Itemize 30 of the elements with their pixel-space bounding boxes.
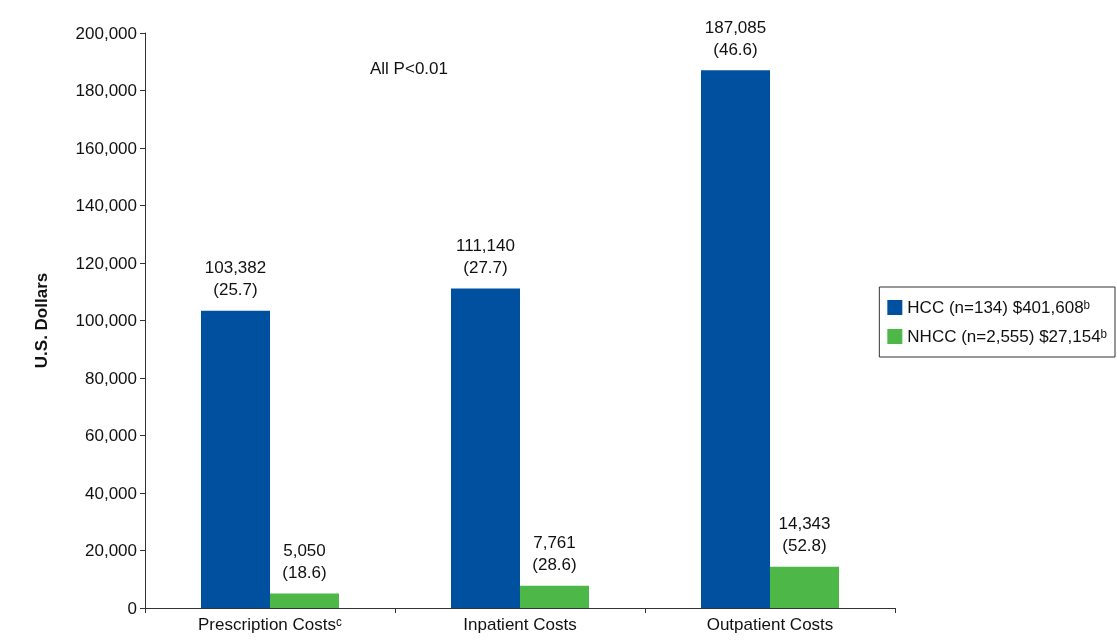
bar [451,288,520,608]
bar [201,310,270,608]
x-tick-label: Inpatient Costs [463,615,577,634]
legend-label: HCC (n=134) $401,608ᵇ [907,298,1090,317]
data-label: 187,085 (46.6) [704,17,767,59]
bar [520,585,589,608]
legend-label: NHCC (n=2,555) $27,154ᵇ [907,327,1107,346]
y-axis-title: U.S. Dollars [32,272,51,369]
y-tick-label: 200,000 [75,23,137,43]
bar [701,70,770,608]
y-tick-label: 40,000 [85,483,137,503]
y-tick-label: 180,000 [75,81,137,100]
bar [770,566,839,608]
y-tick-label: 140,000 [75,196,137,215]
y-tick-label: 60,000 [85,426,137,445]
y-tick-label: 20,000 [85,541,137,560]
y-tick-label: 160,000 [75,138,137,158]
annotation: All P<0.01 [370,59,448,78]
data-label: 5,050 (18.6) [282,540,327,582]
data-label: 103,382 (25.7) [204,258,267,300]
data-label: 7,761 (28.6) [532,533,577,575]
x-tick-label: Prescription Costsᶜ [198,615,342,634]
data-label: 111,140 (27.7) [456,235,515,277]
y-tick-label: 0 [127,598,137,618]
x-tick-label: Outpatient Costs [706,615,834,634]
y-tick-label: 100,000 [75,311,137,330]
bar [270,593,339,608]
y-tick-label: 120,000 [75,253,137,273]
data-label: 14,343 (52.8) [778,514,831,556]
y-tick-label: 80,000 [85,368,137,388]
